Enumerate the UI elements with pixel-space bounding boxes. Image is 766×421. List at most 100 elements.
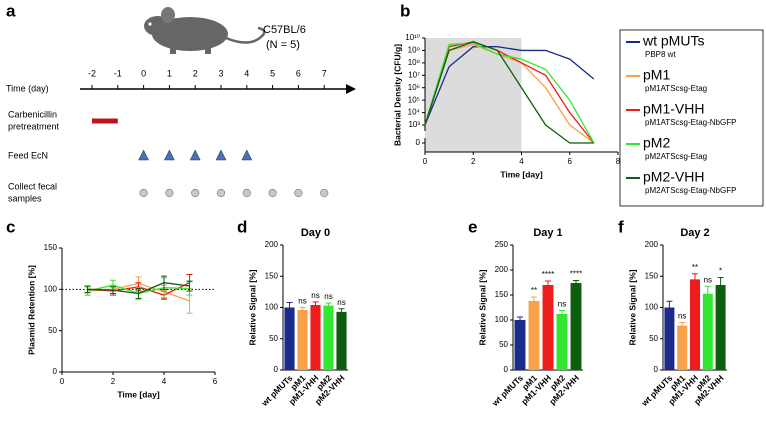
- day-label: 6: [296, 68, 301, 78]
- y-tick-label: 50: [269, 334, 278, 343]
- y-axis-label: Relative Signal [%]: [477, 269, 487, 345]
- panel-label: a: [6, 1, 16, 20]
- error-bar: [186, 280, 193, 292]
- error-bar: [704, 285, 711, 294]
- day-label: -2: [88, 68, 96, 78]
- y-tick-label: 200: [495, 265, 509, 274]
- x-tick-label: wt pMUTs: [489, 373, 525, 409]
- error-bar: [286, 302, 293, 308]
- legend-label: pM2: [643, 135, 670, 151]
- sample-marker: [242, 188, 251, 198]
- y-tick-label: 200: [265, 240, 279, 249]
- x-tick-label: 2: [471, 157, 476, 166]
- bar: [690, 279, 700, 370]
- y-tick-label: 10¹⁰: [405, 33, 420, 42]
- x-axis-label: Time [day]: [500, 169, 543, 179]
- bar: [664, 307, 675, 370]
- y-tick-label: 0: [504, 365, 509, 374]
- bar: [677, 325, 688, 370]
- bar: [715, 285, 726, 370]
- legend-sublabel: pM2ATScsg-Etag: [645, 152, 707, 161]
- y-tick-label: 100: [44, 284, 58, 293]
- row-label: Carbenicillin: [8, 109, 57, 119]
- day-label: 0: [141, 68, 146, 78]
- significance-label: **: [531, 286, 537, 295]
- feed-marker: [138, 149, 150, 161]
- error-bar: [338, 308, 345, 312]
- sample-marker: [268, 188, 277, 198]
- y-axis-label: Relative Signal [%]: [627, 269, 637, 345]
- significance-label: ****: [570, 270, 582, 279]
- feed-marker: [241, 149, 253, 161]
- n-label: (N = 5): [266, 39, 300, 51]
- bar: [336, 311, 347, 370]
- error-bar: [531, 296, 537, 301]
- y-tick-label: 10⁸: [408, 58, 420, 67]
- error-bar: [692, 273, 698, 280]
- significance-label: ns: [298, 297, 306, 306]
- y-tick-label: 10⁹: [408, 46, 420, 55]
- pretreatment-bar: [92, 118, 118, 124]
- day-label: 1: [167, 68, 172, 78]
- y-tick-label: 10⁷: [408, 70, 420, 79]
- legend-label: wt pMUTs: [642, 33, 704, 49]
- day-label: 2: [193, 68, 198, 78]
- error-bar: [545, 280, 551, 285]
- chart-title: Day 1: [533, 227, 562, 239]
- y-tick-label: 50: [48, 326, 57, 335]
- day-label: 7: [322, 68, 327, 78]
- y-tick-label: 150: [44, 243, 58, 252]
- x-tick-label: 4: [519, 157, 524, 166]
- bar: [570, 283, 582, 370]
- bar: [514, 320, 526, 370]
- error-bar: [679, 322, 686, 326]
- y-tick-label: 10³: [408, 120, 420, 129]
- significance-label: ****: [542, 270, 554, 279]
- y-tick-label: 10⁵: [408, 95, 420, 104]
- feed-marker: [215, 149, 227, 161]
- day-label: -1: [114, 68, 122, 78]
- time-axis-label: Time (day): [6, 83, 49, 93]
- sample-marker: [165, 188, 174, 198]
- legend-label: pM2-VHH: [643, 169, 704, 185]
- significance-label: ns: [337, 298, 345, 307]
- panel-label: f: [618, 217, 624, 236]
- y-tick-label: 0: [416, 138, 421, 147]
- error-bar: [299, 307, 306, 310]
- y-tick-label: 150: [265, 271, 279, 280]
- x-tick-label: 8: [616, 157, 621, 166]
- day-label: 5: [270, 68, 275, 78]
- legend-sublabel: PBP8 wt: [645, 50, 676, 59]
- sample-marker: [139, 188, 148, 198]
- x-tick-label: 2: [111, 377, 116, 386]
- y-tick-label: 100: [265, 303, 279, 312]
- error-bar: [666, 300, 673, 308]
- legend-label: pM1: [643, 67, 670, 83]
- day-label: 4: [244, 68, 249, 78]
- y-tick-label: 100: [645, 303, 659, 312]
- sample-marker: [320, 188, 329, 198]
- significance-label: *: [719, 267, 722, 276]
- y-tick-label: 200: [645, 240, 659, 249]
- error-bar: [312, 301, 319, 305]
- bar: [284, 307, 295, 370]
- error-bar: [161, 275, 167, 290]
- y-axis-label: Bacterial Density [CFU/g]: [392, 44, 402, 146]
- y-tick-label: 0: [654, 365, 659, 374]
- series-line: [424, 46, 595, 126]
- x-axis-label: Time [day]: [117, 389, 160, 399]
- bar: [542, 285, 554, 370]
- significance-label: ns: [311, 291, 319, 300]
- panel-label: b: [400, 1, 410, 20]
- legend-sublabel: pM1ATScsg-Etag: [645, 84, 707, 93]
- feed-marker: [189, 149, 201, 161]
- error-bar: [559, 310, 565, 314]
- error-bar: [717, 277, 724, 285]
- y-axis-label: Plasmid Retention [%]: [26, 265, 36, 355]
- day-label: 3: [218, 68, 223, 78]
- error-bar: [325, 302, 332, 306]
- y-axis-label: Relative Signal [%]: [247, 269, 257, 345]
- row-label: Collect fecal: [8, 181, 57, 191]
- x-tick-label: 4: [162, 377, 167, 386]
